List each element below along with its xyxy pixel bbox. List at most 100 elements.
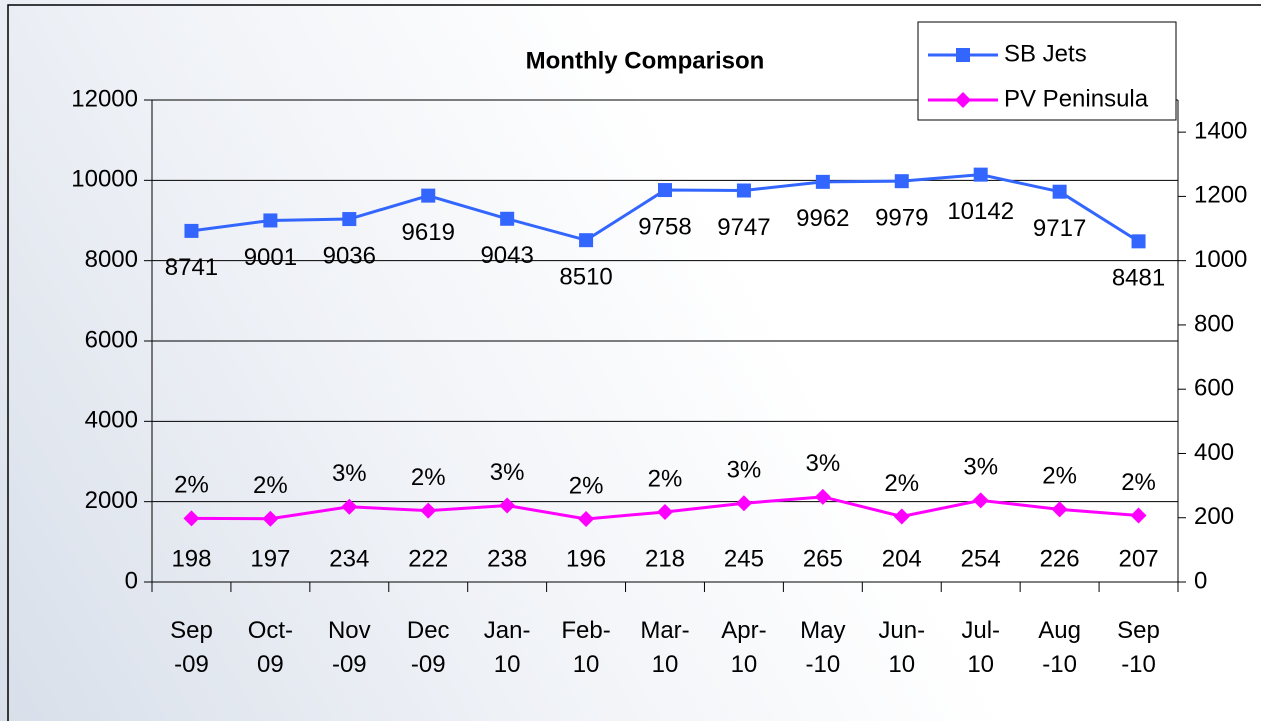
x-tick-label: Mar-10 [640,617,690,678]
frame-border [7,4,1261,721]
marker [1052,184,1067,199]
marker [893,508,910,525]
share-label: 2% [884,470,919,497]
x-tick-label: Nov-09 [327,617,371,678]
share-label: 3% [806,450,841,477]
marker [579,233,594,248]
marker [657,503,673,520]
marker [1130,507,1147,524]
x-tick-label: Oct-09 [247,617,294,678]
share-label: 3% [332,460,367,487]
marker [1131,234,1146,249]
share-label: 3% [963,454,998,481]
marker [341,498,358,515]
data-label: 207 [1119,545,1159,572]
marker [658,183,672,198]
data-label: 238 [487,545,527,572]
share-label: 3% [490,459,525,486]
data-label: 226 [1040,545,1080,572]
marker [183,510,200,527]
data-label: 9717 [1033,215,1086,242]
data-label: 222 [408,545,448,572]
y-tick-label: 6000 [85,326,138,353]
marker [973,167,988,182]
data-label: 8741 [165,254,218,281]
data-label: 196 [566,545,606,572]
data-label: 10142 [947,198,1014,225]
marker [263,213,278,228]
x-tick-label: May-10 [800,617,846,678]
data-label: 197 [250,545,290,572]
x-tick-label: Apr-10 [721,617,767,678]
y2-tick-label: 1200 [1194,182,1247,209]
marker [815,174,830,189]
x-tick-label: Sep-09 [170,617,213,678]
y2-tick-label: 800 [1194,310,1234,337]
marker [420,502,437,519]
legend-label: PV Peninsula [1004,85,1149,112]
data-label: 218 [645,545,685,572]
x-tick-label: Sep-10 [1117,617,1160,678]
data-label: 254 [961,545,1001,572]
data-label: 9758 [638,213,691,240]
data-label: 234 [329,545,369,572]
y2-tick-label: 1000 [1194,246,1247,273]
marker [184,223,199,238]
x-tick-label: Jan-10 [483,617,531,678]
share-label: 2% [1042,463,1077,490]
data-label: 9036 [323,242,376,269]
share-label: 3% [727,457,762,484]
y-tick-label: 2000 [85,487,138,514]
marker [499,497,516,514]
x-tick-label: Jul-10 [961,617,1001,678]
share-label: 2% [411,464,446,491]
data-label: 9043 [480,242,533,269]
marker [1051,501,1068,518]
data-label: 9001 [244,244,297,271]
legend-marker [956,48,970,62]
data-label: 9747 [717,214,770,241]
data-label: 204 [882,545,922,572]
marker [814,488,831,505]
y2-tick-label: 600 [1194,375,1234,402]
data-label: 265 [803,545,843,572]
legend: SB Jets PV Peninsula [917,21,1177,121]
share-label: 2% [648,465,683,492]
marker [736,183,751,198]
legend-label: SB Jets [1004,40,1087,67]
marker [894,174,909,189]
x-tick-label: Aug-10 [1038,617,1081,678]
data-label: 9979 [875,205,928,232]
data-label: 8510 [559,264,612,291]
marker [578,511,595,528]
data-label: 9962 [796,205,849,232]
y-tick-label: 0 [125,567,138,594]
chart-title: Monthly Comparison [526,47,765,74]
data-label: 8481 [1112,265,1165,292]
y-tick-label: 4000 [85,407,138,434]
share-label: 2% [253,472,288,499]
marker [421,188,436,203]
y-tick-label: 8000 [85,246,138,273]
y2-tick-label: 400 [1194,439,1234,466]
y-tick-label: 12000 [71,85,138,112]
marker [735,495,752,512]
data-label: 245 [724,545,764,572]
x-tick-label: Jun-10 [878,617,926,678]
marker [972,492,989,509]
y2-tick-label: 0 [1194,567,1207,594]
share-label: 2% [174,472,209,499]
data-label: 9619 [402,219,455,246]
share-label: 2% [1121,469,1156,496]
y2-tick-label: 1400 [1194,117,1247,144]
x-tick-label: Dec-09 [406,617,450,678]
marker [500,211,515,226]
share-label: 2% [569,472,604,499]
y-tick-label: 10000 [71,166,138,193]
marker [342,212,357,227]
y2-tick-label: 200 [1194,503,1234,530]
data-label: 198 [171,545,211,572]
marker [262,510,279,527]
